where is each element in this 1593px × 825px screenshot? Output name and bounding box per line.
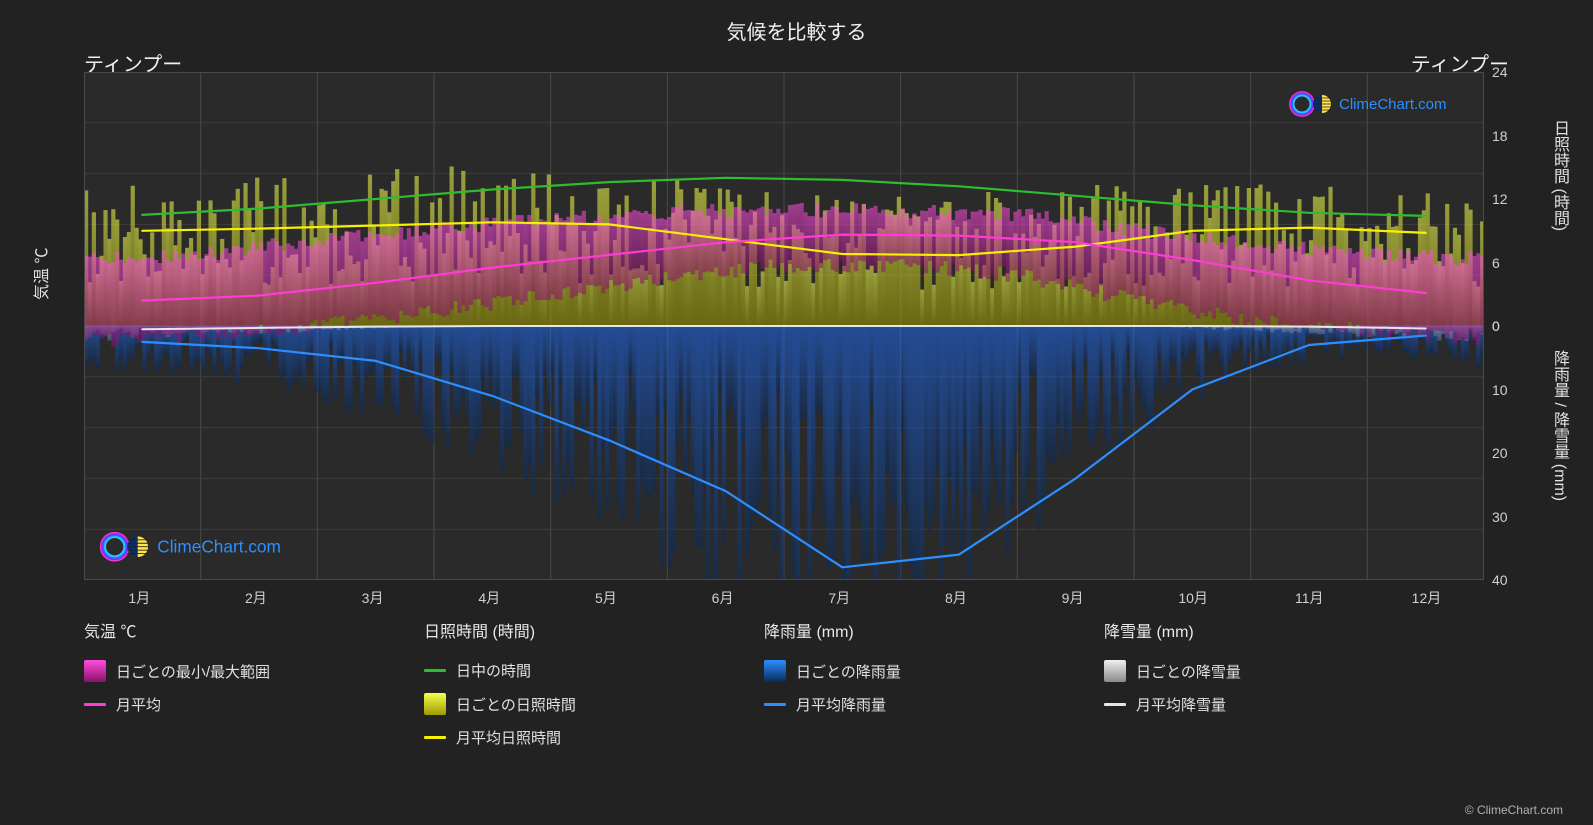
legend-item-temp-range: 日ごとの最小/最大範囲 bbox=[84, 660, 344, 682]
tick-right-rain: 40 bbox=[1492, 572, 1508, 588]
tick-month: 5月 bbox=[595, 588, 617, 608]
tick-month: 9月 bbox=[1062, 588, 1084, 608]
legend-label: 日ごとの日照時間 bbox=[456, 694, 576, 715]
tick-right-rain: 20 bbox=[1492, 445, 1508, 461]
legend-item-snow-daily: 日ごとの降雪量 bbox=[1104, 660, 1364, 682]
legend-col-rain: 降雨量 (mm) 日ごとの降雨量 月平均降雨量 bbox=[764, 618, 1024, 798]
legend-label: 日ごとの降雨量 bbox=[796, 661, 901, 682]
chart-container: 気候を比較する ティンプー ティンプー 気温 ℃ 日照時間 (時間) 降雨量 /… bbox=[0, 0, 1593, 825]
legend-header-temp: 気温 ℃ bbox=[84, 618, 344, 642]
legend-col-temp: 気温 ℃ 日ごとの最小/最大範囲 月平均 bbox=[84, 618, 344, 798]
y-axis-label-right-bot: 降雨量 / 降雪量 (mm) bbox=[1547, 350, 1571, 501]
legend-label: 月平均降雨量 bbox=[796, 694, 886, 715]
svg-text:ClimeChart.com: ClimeChart.com bbox=[1339, 96, 1447, 113]
swatch-sun-range bbox=[424, 693, 446, 715]
legend-header-sun: 日照時間 (時間) bbox=[424, 618, 684, 642]
legend-label: 月平均降雪量 bbox=[1136, 694, 1226, 715]
swatch-snow-avg bbox=[1104, 703, 1126, 706]
tick-month: 11月 bbox=[1295, 588, 1324, 608]
tick-month: 10月 bbox=[1178, 588, 1208, 608]
legend-item-temp-avg: 月平均 bbox=[84, 694, 344, 715]
plot-area: ClimeChart.com ClimeChart.com bbox=[84, 72, 1484, 580]
swatch-temp-avg bbox=[84, 703, 106, 706]
swatch-sun-avg bbox=[424, 736, 446, 739]
tick-month: 1月 bbox=[128, 588, 150, 608]
tick-right-rain: 0 bbox=[1492, 318, 1500, 334]
swatch-rain-daily bbox=[764, 660, 786, 682]
legend: 気温 ℃ 日ごとの最小/最大範囲 月平均 日照時間 (時間) 日中の時間 日ごと… bbox=[84, 618, 1484, 798]
legend-label: 日ごとの最小/最大範囲 bbox=[116, 661, 270, 682]
legend-label: 月平均日照時間 bbox=[456, 727, 561, 748]
tick-right-sun: 24 bbox=[1492, 64, 1508, 80]
swatch-temp-range bbox=[84, 660, 106, 682]
legend-col-snow: 降雪量 (mm) 日ごとの降雪量 月平均降雪量 bbox=[1104, 618, 1364, 798]
tick-month: 8月 bbox=[945, 588, 967, 608]
svg-text:ClimeChart.com: ClimeChart.com bbox=[157, 536, 281, 556]
legend-label: 日ごとの降雪量 bbox=[1136, 661, 1241, 682]
legend-header-snow: 降雪量 (mm) bbox=[1104, 618, 1364, 642]
legend-label: 日中の時間 bbox=[456, 660, 531, 681]
legend-item-rain-daily: 日ごとの降雨量 bbox=[764, 660, 1024, 682]
legend-label: 月平均 bbox=[116, 694, 161, 715]
tick-month: 6月 bbox=[712, 588, 734, 608]
tick-right-sun: 6 bbox=[1492, 255, 1500, 271]
swatch-rain-avg bbox=[764, 703, 786, 706]
tick-right-rain: 10 bbox=[1492, 382, 1508, 398]
tick-month: 2月 bbox=[245, 588, 267, 608]
tick-month: 3月 bbox=[362, 588, 384, 608]
logo-bottom-left: ClimeChart.com bbox=[94, 526, 324, 566]
tick-right-rain: 30 bbox=[1492, 509, 1508, 525]
y-axis-label-right-top: 日照時間 (時間) bbox=[1547, 120, 1571, 231]
legend-item-sun-range: 日ごとの日照時間 bbox=[424, 693, 684, 715]
legend-item-sun-avg: 月平均日照時間 bbox=[424, 727, 684, 748]
tick-month: 7月 bbox=[828, 588, 850, 608]
legend-item-rain-avg: 月平均降雨量 bbox=[764, 694, 1024, 715]
tick-month: 12月 bbox=[1412, 588, 1442, 608]
tick-right-sun: 18 bbox=[1492, 128, 1508, 144]
logo-top-right: ClimeChart.com bbox=[1284, 86, 1474, 122]
tick-right-sun: 12 bbox=[1492, 191, 1508, 207]
y-axis-label-left: 気温 ℃ bbox=[28, 248, 52, 300]
legend-item-snow-avg: 月平均降雪量 bbox=[1104, 694, 1364, 715]
plot-svg bbox=[84, 72, 1484, 580]
swatch-snow-daily bbox=[1104, 660, 1126, 682]
legend-col-sun: 日照時間 (時間) 日中の時間 日ごとの日照時間 月平均日照時間 bbox=[424, 618, 684, 798]
tick-month: 4月 bbox=[478, 588, 500, 608]
page-title: 気候を比較する bbox=[0, 16, 1593, 45]
legend-header-rain: 降雨量 (mm) bbox=[764, 618, 1024, 642]
legend-item-sun-day: 日中の時間 bbox=[424, 660, 684, 681]
credit-text: © ClimeChart.com bbox=[1465, 803, 1563, 817]
swatch-sun-day bbox=[424, 669, 446, 672]
